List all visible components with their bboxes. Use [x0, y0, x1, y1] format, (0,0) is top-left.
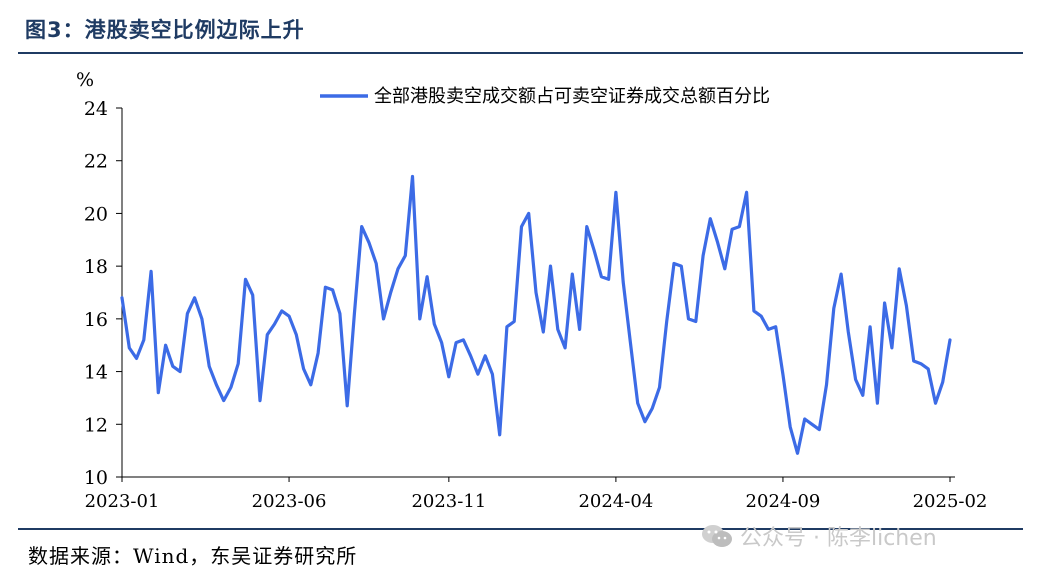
- y-tick-label: 10: [84, 467, 108, 489]
- bottom-rule: [18, 528, 1023, 530]
- y-tick-label: 22: [84, 151, 108, 173]
- x-tick-label: 2023-01: [85, 491, 160, 512]
- x-axis: 2023-01 2023-06 2023-11 2024-04 2024-09 2025-…: [85, 476, 988, 512]
- x-tick-label: 2024-09: [746, 491, 821, 512]
- y-tick-label: 14: [84, 362, 108, 384]
- x-tick-label: 2023-11: [411, 491, 486, 512]
- wechat-icon: [702, 525, 732, 547]
- watermark: 公众号 · 陈李lichen: [700, 520, 937, 552]
- x-tick-label: 2024-04: [578, 491, 653, 512]
- figure-title: 图3：港股卖空比例边际上升: [25, 18, 305, 42]
- x-tick-label: 2025-02: [913, 491, 988, 512]
- source-note: 数据来源：Wind，东吴证券研究所: [28, 544, 358, 568]
- top-rule: [18, 52, 1023, 54]
- y-unit-label: %: [76, 69, 94, 91]
- y-tick-label: 12: [84, 414, 108, 436]
- legend-label: 全部港股卖空成交额占可卖空证券成交总额百分比: [374, 86, 770, 107]
- y-tick-label: 18: [84, 256, 108, 278]
- y-tick-label: 16: [84, 309, 108, 331]
- legend: 全部港股卖空成交额占可卖空证券成交总额百分比: [320, 86, 770, 107]
- watermark-text: 公众号 · 陈李lichen: [740, 526, 937, 551]
- y-tick-label: 20: [84, 203, 108, 225]
- y-tick-label: 24: [84, 98, 108, 120]
- series-line: [120, 174, 952, 455]
- y-axis: 10 12 14 16 18 20 22 24: [84, 98, 123, 489]
- series-layer: [120, 174, 952, 455]
- x-tick-label: 2023-06: [252, 491, 327, 512]
